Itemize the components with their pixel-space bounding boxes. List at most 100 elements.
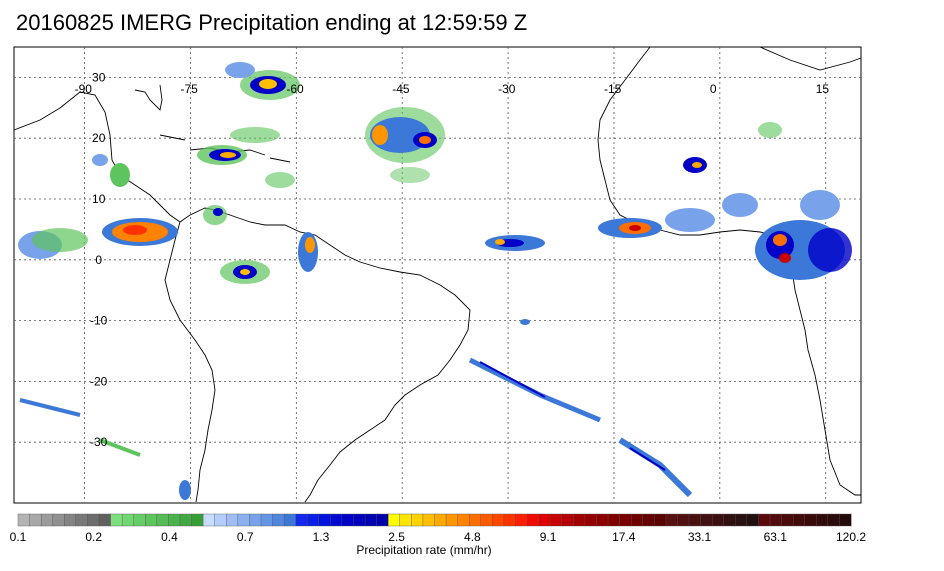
colorbar-swatch	[549, 513, 563, 527]
colorbar-swatch	[561, 513, 574, 527]
colorbar-swatch	[52, 513, 65, 527]
colorbar-swatch	[121, 513, 135, 527]
colorbar-tick-label: 2.5	[388, 530, 405, 544]
colorbar-tick-label: 0.1	[10, 530, 27, 544]
colorbar-swatch	[584, 513, 597, 527]
colorbar-swatch	[758, 513, 771, 527]
colorbar-swatch	[804, 513, 817, 527]
colorbar-swatch	[515, 513, 528, 527]
lon-label: -90	[75, 82, 93, 96]
colorbar-tick-label: 1.3	[313, 530, 330, 544]
colorbar-swatch	[202, 513, 216, 527]
colorbar-swatch	[769, 513, 783, 527]
colorbar-swatch	[688, 513, 702, 527]
colorbar-swatch	[445, 513, 459, 527]
colorbar-swatch	[665, 513, 678, 527]
colorbar-swatch	[746, 513, 759, 527]
colorbar-swatch	[191, 513, 204, 527]
colorbar-swatch	[214, 513, 227, 527]
colorbar-tick-label: 120.2	[836, 530, 866, 544]
colorbar-swatch	[98, 513, 112, 527]
colorbar-swatch	[40, 513, 54, 527]
lat-label: -20	[90, 374, 108, 388]
colorbar-swatch	[723, 513, 736, 527]
lon-label: -15	[604, 82, 622, 96]
colorbar-swatch	[792, 513, 806, 527]
colorbar-swatch	[353, 513, 366, 527]
lat-label: 20	[92, 131, 106, 145]
colorbar-swatch	[272, 513, 285, 527]
colorbar-swatch	[411, 513, 424, 527]
map-frame	[13, 46, 862, 504]
colorbar-swatch	[179, 513, 193, 527]
colorbar-swatch	[260, 513, 274, 527]
lat-label: -30	[90, 435, 108, 449]
colorbar-swatch	[503, 513, 516, 527]
colorbar-swatch	[168, 513, 181, 527]
colorbar-swatch	[538, 513, 551, 527]
colorbar-swatch	[399, 513, 412, 527]
lat-label: 30	[92, 70, 106, 84]
colorbar-swatch	[318, 513, 331, 527]
lon-label: -75	[180, 82, 198, 96]
colorbar-swatch	[75, 513, 88, 527]
colorbar-swatch	[87, 513, 100, 527]
colorbar-swatch	[816, 513, 829, 527]
colorbar-swatch	[145, 513, 158, 527]
lon-label: -30	[498, 82, 516, 96]
colorbar-tick-label: 0.7	[237, 530, 254, 544]
colorbar-swatch	[156, 513, 169, 527]
lon-label: -60	[286, 82, 304, 96]
colorbar-tick-label: 17.4	[612, 530, 636, 544]
colorbar-swatch	[596, 513, 609, 527]
colorbar-swatch	[457, 513, 470, 527]
colorbar-tick-label: 4.8	[464, 530, 481, 544]
colorbar-swatch	[839, 513, 852, 527]
lon-label: -45	[392, 82, 410, 96]
map-title: 20160825 IMERG Precipitation ending at 1…	[16, 10, 528, 35]
colorbar-swatch	[376, 513, 389, 527]
colorbar-swatch	[133, 513, 146, 527]
colorbar-swatch	[283, 513, 297, 527]
colorbar-swatch	[492, 513, 505, 527]
lat-label: -10	[90, 314, 108, 328]
lat-label: 10	[92, 192, 106, 206]
lat-label: 0	[95, 253, 102, 267]
colorbar-swatch	[434, 513, 447, 527]
colorbar-swatch	[480, 513, 493, 527]
colorbar-swatch	[526, 513, 540, 527]
colorbar-swatch	[469, 513, 482, 527]
colorbar-tick-label: 0.4	[161, 530, 178, 544]
colorbar-swatch	[827, 513, 840, 527]
colorbar-swatch	[677, 513, 690, 527]
colorbar-swatch	[781, 513, 794, 527]
colorbar-swatch	[654, 513, 667, 527]
colorbar-swatch	[17, 513, 31, 527]
colorbar-swatch	[422, 513, 435, 527]
lon-label: 15	[816, 82, 830, 96]
colorbar-swatch	[110, 513, 123, 527]
colorbar-swatch	[630, 513, 644, 527]
colorbar-swatch	[249, 513, 262, 527]
colorbar-swatch	[237, 513, 250, 527]
lon-label: 0	[710, 82, 717, 96]
colorbar-swatch	[364, 513, 378, 527]
colorbar-swatch	[573, 513, 586, 527]
colorbar-swatch	[642, 513, 655, 527]
colorbar-swatch	[341, 513, 355, 527]
colorbar-swatch	[619, 513, 632, 527]
colorbar-swatch	[330, 513, 343, 527]
colorbar-tick-label: 33.1	[688, 530, 712, 544]
colorbar-tick-label: 63.1	[764, 530, 788, 544]
colorbar-swatch	[29, 513, 42, 527]
graticule-labels: -90 -75 -60 -45 -30 -15 0 15 30 20 10 0 -10 -20 -30	[75, 70, 830, 449]
colorbar-label: Precipitation rate (mm/hr)	[356, 543, 492, 557]
colorbar-swatch	[307, 513, 320, 527]
colorbar-swatch	[735, 513, 748, 527]
precipitation-cells	[18, 62, 852, 500]
colorbar-swatch	[64, 513, 77, 527]
colorbar-swatch	[700, 513, 713, 527]
colorbar-swatch	[226, 513, 239, 527]
colorbar-tick-label: 0.2	[85, 530, 102, 544]
